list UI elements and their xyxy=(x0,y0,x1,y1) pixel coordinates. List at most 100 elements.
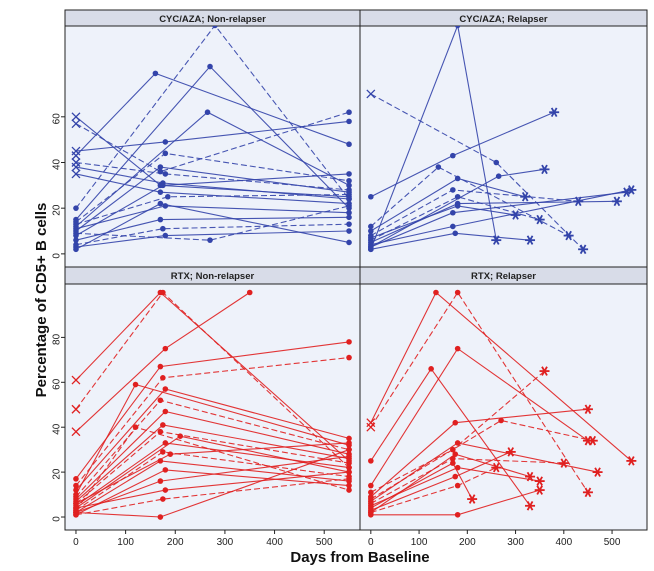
data-point xyxy=(450,209,456,216)
data-point xyxy=(73,246,79,253)
series-line xyxy=(75,478,350,516)
point-cross-stroke xyxy=(71,169,81,179)
series-line xyxy=(370,419,593,500)
data-point xyxy=(346,440,352,446)
data-point xyxy=(626,456,637,466)
point-cross-stroke xyxy=(71,119,81,129)
x-tick-label: 400 xyxy=(266,537,283,548)
data-point xyxy=(525,235,536,245)
data-point xyxy=(346,469,352,475)
data-point xyxy=(534,214,545,225)
data-point xyxy=(71,112,81,122)
data-point xyxy=(368,228,374,234)
data-point xyxy=(539,366,550,376)
data-point xyxy=(73,476,79,482)
data-point xyxy=(454,482,461,489)
data-point xyxy=(368,223,374,230)
point-star-stroke xyxy=(526,501,534,511)
data-point xyxy=(71,169,81,179)
x-tick-label: 100 xyxy=(117,537,134,548)
data-point xyxy=(162,487,169,493)
data-point xyxy=(346,239,352,246)
x-tick-label: 400 xyxy=(555,537,572,548)
data-point xyxy=(505,447,516,457)
data-point xyxy=(207,237,213,243)
data-point xyxy=(534,485,545,495)
data-point xyxy=(450,152,456,159)
data-point xyxy=(346,339,352,345)
data-point xyxy=(162,232,169,239)
x-tick-label: 100 xyxy=(411,537,428,548)
data-point xyxy=(157,514,164,520)
panel-plot-area xyxy=(64,283,361,531)
data-point xyxy=(626,185,637,195)
data-point xyxy=(160,422,166,428)
data-point xyxy=(452,473,459,480)
x-tick-label: 300 xyxy=(217,537,234,548)
data-point xyxy=(71,427,81,437)
data-point xyxy=(346,354,352,361)
data-point xyxy=(73,505,79,511)
panel-series xyxy=(366,289,637,518)
data-point xyxy=(454,203,461,209)
panel-title: CYC/AZA; Relapser xyxy=(459,14,547,25)
series-line xyxy=(370,26,497,250)
data-point xyxy=(433,289,439,296)
point-star-stroke xyxy=(579,244,587,255)
data-point xyxy=(587,435,598,446)
y-tick-label: 60 xyxy=(52,378,63,390)
data-point xyxy=(73,225,79,232)
data-point xyxy=(207,63,213,70)
data-point xyxy=(498,417,504,424)
data-point xyxy=(71,119,81,129)
data-point xyxy=(162,467,169,473)
data-point xyxy=(71,404,81,414)
data-point xyxy=(71,375,81,385)
data-point xyxy=(428,366,434,372)
data-point xyxy=(368,482,374,489)
data-point xyxy=(152,70,159,77)
point-star-stroke xyxy=(541,366,548,376)
data-point xyxy=(346,228,352,234)
point-star-stroke xyxy=(613,196,621,207)
data-point xyxy=(368,244,374,250)
panel-series xyxy=(71,26,352,253)
data-point xyxy=(454,289,461,296)
data-point xyxy=(346,177,352,184)
data-point xyxy=(160,449,166,455)
data-point xyxy=(157,200,164,207)
data-point xyxy=(165,193,171,200)
data-point xyxy=(450,223,456,230)
series-line xyxy=(75,223,350,246)
x-tick-label: 500 xyxy=(316,537,333,548)
data-point xyxy=(346,453,352,460)
data-point xyxy=(346,209,352,216)
y-axis-label: Percentage of CD5+ B cells xyxy=(33,203,50,398)
data-point xyxy=(578,244,589,255)
data-point xyxy=(454,440,461,446)
data-point xyxy=(454,345,461,352)
series-line xyxy=(370,166,569,237)
y-tick-label: 40 xyxy=(52,158,63,170)
panel-2: RTX; Non-relapser xyxy=(64,266,361,531)
point-star-stroke xyxy=(492,462,500,473)
chart-panels: CYC/AZA; Non-relapser CYC/AZA; Relapser RT… xyxy=(64,9,648,531)
data-point xyxy=(611,196,622,207)
data-point xyxy=(346,460,352,466)
chart-ticks: 0 20 40 60 0 20 40 60 80 0 100 200 300 400 500 0 100 200 3… xyxy=(52,113,621,548)
data-point xyxy=(368,509,374,516)
data-point xyxy=(73,482,79,489)
point-cross-stroke xyxy=(366,422,376,432)
y-tick-label: 20 xyxy=(52,204,63,216)
data-point xyxy=(493,159,500,166)
data-point xyxy=(160,496,166,502)
panel-title: RTX; Relapser xyxy=(471,271,536,282)
data-point xyxy=(467,494,478,504)
panel-series xyxy=(71,289,352,520)
panel-plot-area xyxy=(359,283,648,531)
panel-series xyxy=(366,26,637,255)
data-point xyxy=(71,162,81,172)
data-point xyxy=(162,440,169,446)
data-point xyxy=(452,419,459,426)
series-line xyxy=(75,205,350,241)
